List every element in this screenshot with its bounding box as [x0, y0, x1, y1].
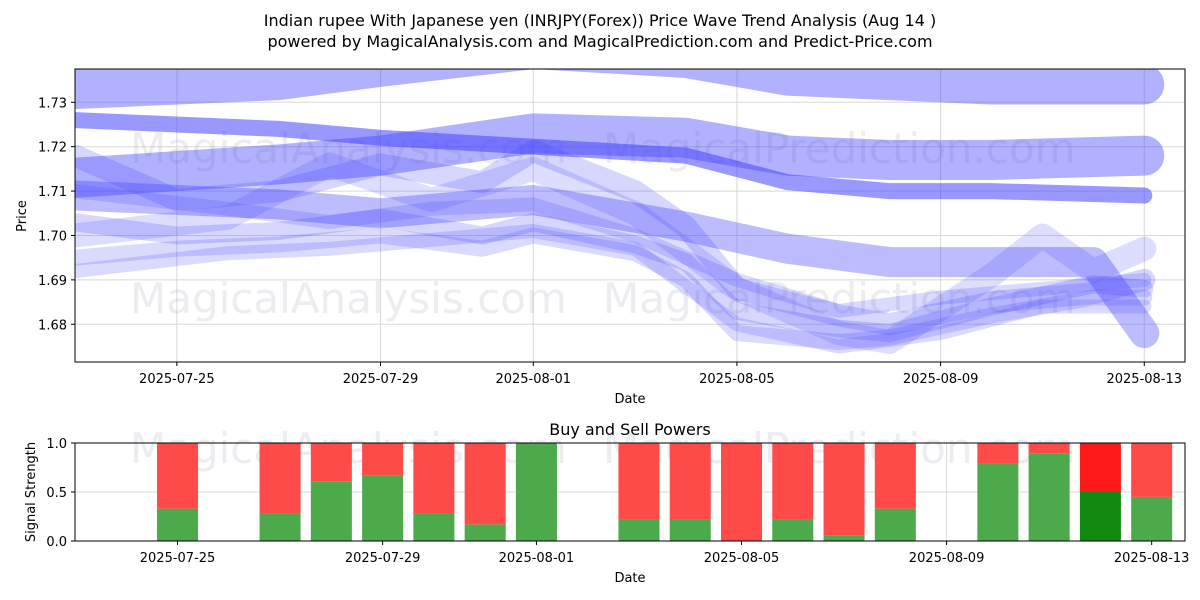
wave-band-5: [75, 208, 1154, 343]
price-watermarks: MagicalAnalysis.com MagicalPrediction.co…: [130, 124, 1076, 323]
signal-x-axis-label: Date: [614, 571, 645, 586]
buy-bar-2025-08-04: [669, 519, 711, 541]
price-x-axis-label: Date: [614, 392, 645, 407]
wave-band-3: [75, 180, 1160, 349]
price-xtick-label-2: 2025-08-01: [495, 372, 571, 387]
buy-sell-panel: Buy and Sell Powers MagicalAnalysis.com …: [24, 420, 1189, 586]
signal-xtick-label-4: 2025-08-09: [909, 551, 985, 566]
price-plot-frame: [74, 68, 1186, 363]
buy-bar-2025-08-12: [1079, 492, 1121, 541]
sell-bar-2025-08-03: [618, 443, 660, 520]
buy-bar-2025-08-13: [1131, 496, 1173, 541]
price-wave-panel: MagicalAnalysis.com MagicalPrediction.co…: [15, 68, 1186, 407]
watermark-prediction-bottom: MagicalPrediction.com: [603, 274, 1076, 323]
buy-bar-2025-07-25: [157, 508, 199, 541]
price-xtick-label-5: 2025-08-13: [1106, 372, 1182, 387]
figure-title-line-2: powered by MagicalAnalysis.com and Magic…: [267, 32, 932, 51]
price-y-axis-label: Price: [15, 200, 30, 232]
signal-y-ticks: 0.0 0.5 1.0: [46, 437, 75, 550]
buy-bar-2025-08-01: [515, 443, 557, 541]
sell-bar-2025-08-07: [823, 443, 865, 536]
sell-bar-2025-07-31: [464, 443, 506, 525]
sell-bar-2025-08-13: [1131, 443, 1173, 497]
sell-bar-2025-07-29: [362, 443, 404, 476]
wave-band-8: [75, 184, 1152, 318]
signal-xtick-label-5: 2025-08-13: [1114, 551, 1190, 566]
wave-band-0: [75, 69, 1165, 109]
wave-band-9: [75, 152, 1157, 354]
buy-bar-2025-07-27: [259, 513, 301, 541]
buy-bar-2025-07-31: [464, 524, 506, 541]
sell-bar-2025-08-04: [669, 443, 711, 520]
buy-bar-2025-08-11: [1028, 453, 1070, 541]
buy-bar-2025-07-28: [310, 481, 352, 541]
buy-bar-2025-08-10: [977, 463, 1019, 541]
price-ytick-label-5: 1.73: [38, 96, 67, 111]
buy-bar-2025-07-30: [413, 513, 455, 541]
signal-y-axis-label: Signal Strength: [24, 442, 39, 542]
figure-title-line-1: Indian rupee With Japanese yen (INRJPY(F…: [264, 11, 936, 30]
sell-bar-2025-08-11: [1028, 443, 1070, 454]
watermark-analysis-bottom: MagicalAnalysis.com: [130, 274, 567, 323]
wave-band-7: [75, 224, 1152, 354]
wave-band-1: [75, 113, 1165, 198]
sell-bar-2025-07-30: [413, 443, 455, 514]
buy-bar-2025-08-07: [823, 535, 865, 541]
buy-bar-2025-08-03: [618, 519, 660, 541]
wave-band-4: [75, 140, 1156, 336]
sell-bar-2025-08-10: [977, 443, 1019, 464]
price-xtick-label-4: 2025-08-09: [903, 372, 979, 387]
wave-band-6: [75, 227, 1153, 350]
signal-xtick-label-0: 2025-07-25: [140, 551, 216, 566]
price-xtick-label-1: 2025-07-29: [343, 372, 419, 387]
signal-xtick-label-3: 2025-08-05: [704, 551, 780, 566]
wave-band-2: [75, 112, 1153, 204]
signal-xtick-label-2: 2025-08-01: [499, 551, 575, 566]
sell-bar-2025-07-28: [310, 443, 352, 482]
signal-xtick-label-1: 2025-07-29: [345, 551, 421, 566]
buy-bar-2025-08-06: [772, 519, 814, 541]
price-ytick-label-2: 1.70: [38, 229, 67, 244]
sell-bar-2025-08-08: [874, 443, 916, 509]
sell-bar-2025-07-25: [157, 443, 199, 509]
sell-bar-2025-08-05: [721, 443, 763, 541]
price-ytick-label-0: 1.68: [38, 318, 67, 333]
price-ytick-label-3: 1.71: [38, 185, 67, 200]
signal-ytick-label-0: 0.0: [46, 535, 67, 550]
price-ytick-label-1: 1.69: [38, 274, 67, 289]
signal-x-ticks: 2025-07-25 2025-07-29 2025-08-01 2025-08-05…: [140, 541, 1190, 566]
buy-bar-2025-08-08: [874, 508, 916, 541]
buy-bar-2025-07-29: [362, 475, 404, 541]
wave-bands: [75, 69, 1165, 354]
sell-bar-2025-08-12: [1079, 443, 1121, 492]
price-ytick-label-4: 1.72: [38, 141, 67, 156]
signal-bars: [157, 443, 1173, 541]
signal-ytick-label-2: 1.0: [46, 437, 67, 452]
price-xtick-label-0: 2025-07-25: [139, 372, 215, 387]
price-x-ticks: 2025-07-25 2025-07-29 2025-08-01 2025-08-05…: [139, 362, 1182, 387]
signal-ytick-label-1: 0.5: [46, 486, 67, 501]
buy-sell-title: Buy and Sell Powers: [549, 420, 711, 439]
price-xtick-label-3: 2025-08-05: [699, 372, 775, 387]
price-y-ticks: 1.68 1.69 1.70 1.71 1.72 1.73: [38, 96, 75, 333]
sell-bar-2025-08-06: [772, 443, 814, 520]
sell-bar-2025-07-27: [259, 443, 301, 514]
